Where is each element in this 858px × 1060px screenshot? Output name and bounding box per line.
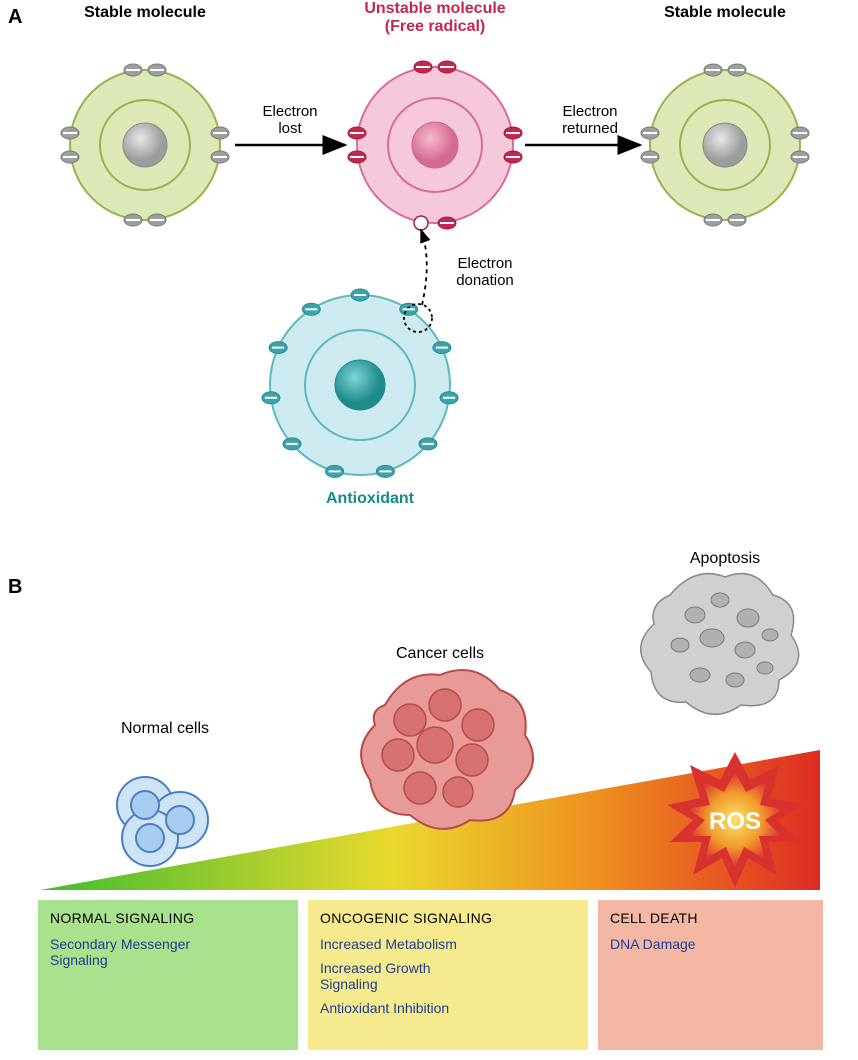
box-cell-death: CELL DEATH DNA Damage [598, 900, 823, 1050]
stable-right-label: Stable molecule [635, 4, 815, 22]
box-onco-title: ONCOGENIC SIGNALING [320, 910, 576, 926]
box-oncogenic-signaling: ONCOGENIC SIGNALING Increased Metabolism… [308, 900, 588, 1050]
label-electron-lost: Electronlost [250, 103, 330, 137]
label-electron-returned: Electronreturned [545, 103, 635, 137]
cancer-cells-icon [361, 670, 533, 829]
ros-text: ROS [709, 808, 761, 835]
apoptosis-icon [641, 574, 799, 715]
stable-left-label: Stable molecule [55, 4, 235, 22]
panel-a-label: A [8, 6, 22, 29]
stable-left-atom [61, 64, 229, 226]
box-normal-signaling: NORMAL SIGNALING Secondary MessengerSign… [38, 900, 298, 1050]
figure-root: A Stable molecule Unstable molecule (Fre… [0, 0, 858, 1059]
normal-cells-icon [117, 777, 208, 866]
box-death-item-0: DNA Damage [610, 936, 811, 952]
box-onco-item-2: Antioxidant Inhibition [320, 1000, 576, 1016]
panel-a-svg [0, 30, 858, 530]
label-electron-donation: Electrondonation [440, 255, 530, 289]
box-onco-item-0: Increased Metabolism [320, 936, 576, 952]
stable-right-atom [641, 64, 809, 226]
box-normal-title: NORMAL SIGNALING [50, 910, 286, 926]
arrow-donation [421, 230, 427, 305]
antioxidant-label: Antioxidant [290, 490, 450, 508]
antioxidant-atom [262, 289, 458, 477]
box-onco-item-1: Increased GrowthSignaling [320, 960, 576, 992]
box-death-title: CELL DEATH [610, 910, 811, 926]
unstable-atom [348, 61, 522, 230]
box-normal-item-0: Secondary MessengerSignaling [50, 936, 286, 968]
